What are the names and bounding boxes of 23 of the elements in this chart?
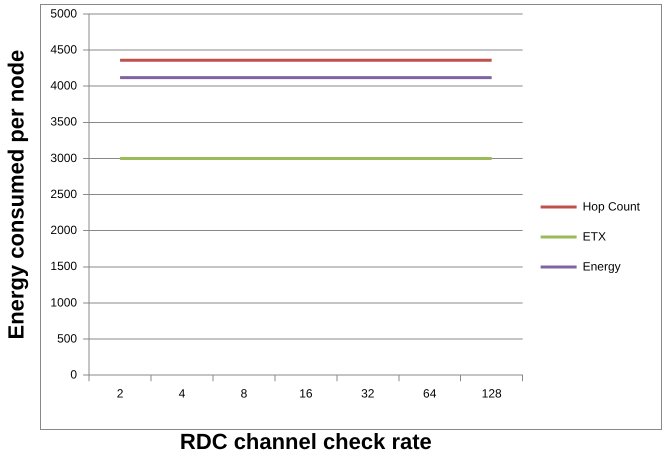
x-tick-label: 8 bbox=[240, 386, 248, 401]
y-axis-title: Energy consumed per node bbox=[3, 50, 28, 340]
x-tick-label: 2 bbox=[116, 386, 124, 401]
x-tick-label: 64 bbox=[423, 386, 437, 401]
legend-label: Energy bbox=[582, 259, 621, 274]
y-tick-label: 1000 bbox=[50, 295, 78, 310]
x-tick-label: 32 bbox=[361, 386, 375, 401]
x-tick-label: 128 bbox=[482, 386, 502, 401]
y-tick-label: 4000 bbox=[50, 78, 78, 93]
x-tick-label: 16 bbox=[299, 386, 313, 401]
y-tick-label: 2000 bbox=[50, 223, 78, 238]
y-tick-label: 1500 bbox=[50, 259, 78, 274]
y-tick-label: 500 bbox=[57, 331, 78, 346]
y-tick-label: 0 bbox=[70, 368, 78, 382]
y-tick-label: 3000 bbox=[50, 150, 78, 165]
y-tick-label: 4500 bbox=[50, 42, 78, 56]
x-tick-label: 4 bbox=[178, 386, 186, 401]
y-tick-label: 3500 bbox=[50, 114, 78, 129]
x-axis-title: RDC channel check rate bbox=[180, 428, 432, 454]
y-tick-label: 2500 bbox=[50, 186, 78, 201]
legend-label: Hop Count bbox=[582, 199, 641, 214]
y-tick-label: 5000 bbox=[50, 6, 78, 20]
legend-label: ETX bbox=[582, 229, 606, 244]
